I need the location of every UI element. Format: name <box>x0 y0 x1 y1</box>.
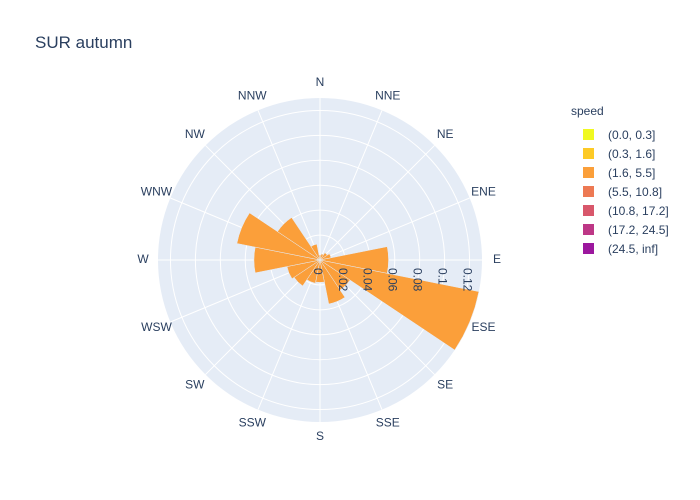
direction-label-ne: NE <box>437 127 454 141</box>
angular-gridline <box>319 145 435 261</box>
bar-nw-series-2[interactable] <box>277 217 320 260</box>
legend-label: (1.6, 5.5] <box>608 165 656 180</box>
direction-label-wsw: WSW <box>141 320 172 334</box>
legend-swatch <box>583 129 594 140</box>
legend-label: (5.5, 10.8] <box>608 184 663 199</box>
legend-swatch <box>583 224 594 235</box>
legend-items: (0.0, 0.3] (0.3, 1.6] (1.6, 5.5] (5.5, 10.8… <box>571 125 669 258</box>
legend-item[interactable]: (5.5, 10.8] <box>571 182 669 201</box>
direction-label-e: E <box>493 252 501 266</box>
radial-tick-label: 0.04 <box>361 268 375 292</box>
legend-swatch <box>583 205 594 216</box>
legend: speed (0.0, 0.3] (0.3, 1.6] (1.6, 5.5] (5.5… <box>571 104 669 258</box>
legend-item[interactable]: (1.6, 5.5] <box>571 163 669 182</box>
direction-label-wnw: WNW <box>141 184 173 198</box>
angular-gridline <box>319 197 470 261</box>
bar-ese-series-2[interactable] <box>320 259 480 351</box>
legend-item[interactable]: (0.3, 1.6] <box>571 144 669 163</box>
legend-item[interactable]: (24.5, inf] <box>571 239 669 258</box>
legend-swatch <box>583 167 594 178</box>
legend-item[interactable]: (0.0, 0.3] <box>571 125 669 144</box>
direction-label-nnw: NNW <box>238 89 267 103</box>
direction-label-s: S <box>316 429 324 443</box>
angular-gridline <box>319 110 383 261</box>
direction-label-nne: NNE <box>375 89 400 103</box>
direction-label-ese: ESE <box>472 320 496 334</box>
legend-item[interactable]: (17.2, 24.5] <box>571 220 669 239</box>
radial-tick-label: 0.1 <box>435 268 449 285</box>
chart-title: SUR autumn <box>35 33 133 52</box>
direction-label-nw: NW <box>185 127 206 141</box>
bar-wnw-series-2[interactable] <box>236 212 319 260</box>
legend-swatch <box>583 148 594 159</box>
radial-tick-label: 0 <box>311 268 325 275</box>
direction-label-se: SE <box>437 377 453 391</box>
direction-label-sse: SSE <box>376 416 400 430</box>
legend-swatch <box>583 186 594 197</box>
legend-item[interactable]: (10.8, 17.2] <box>571 201 669 220</box>
legend-label: (10.8, 17.2] <box>608 203 669 218</box>
angular-gridline <box>257 110 321 261</box>
legend-label: (0.0, 0.3] <box>608 127 656 142</box>
direction-label-sw: SW <box>185 377 205 391</box>
radial-tick-label: 0.06 <box>386 268 400 292</box>
legend-label: (17.2, 24.5] <box>608 222 669 237</box>
legend-label: (0.3, 1.6] <box>608 146 656 161</box>
legend-label: (24.5, inf] <box>608 241 659 256</box>
legend-swatch <box>583 243 594 254</box>
direction-label-ene: ENE <box>471 184 496 198</box>
bar-nnw-series-2[interactable] <box>310 243 321 260</box>
bar-sse-series-2[interactable] <box>319 260 346 305</box>
angular-gridline <box>257 259 321 410</box>
direction-label-w: W <box>137 252 149 266</box>
legend-title: speed <box>571 104 604 118</box>
radial-tick-label: 0.08 <box>411 268 425 292</box>
direction-label-n: N <box>316 75 325 89</box>
direction-label-ssw: SSW <box>239 416 267 430</box>
radial-tick-label: 0.12 <box>460 268 474 292</box>
radial-tick-label: 0.02 <box>336 268 350 292</box>
